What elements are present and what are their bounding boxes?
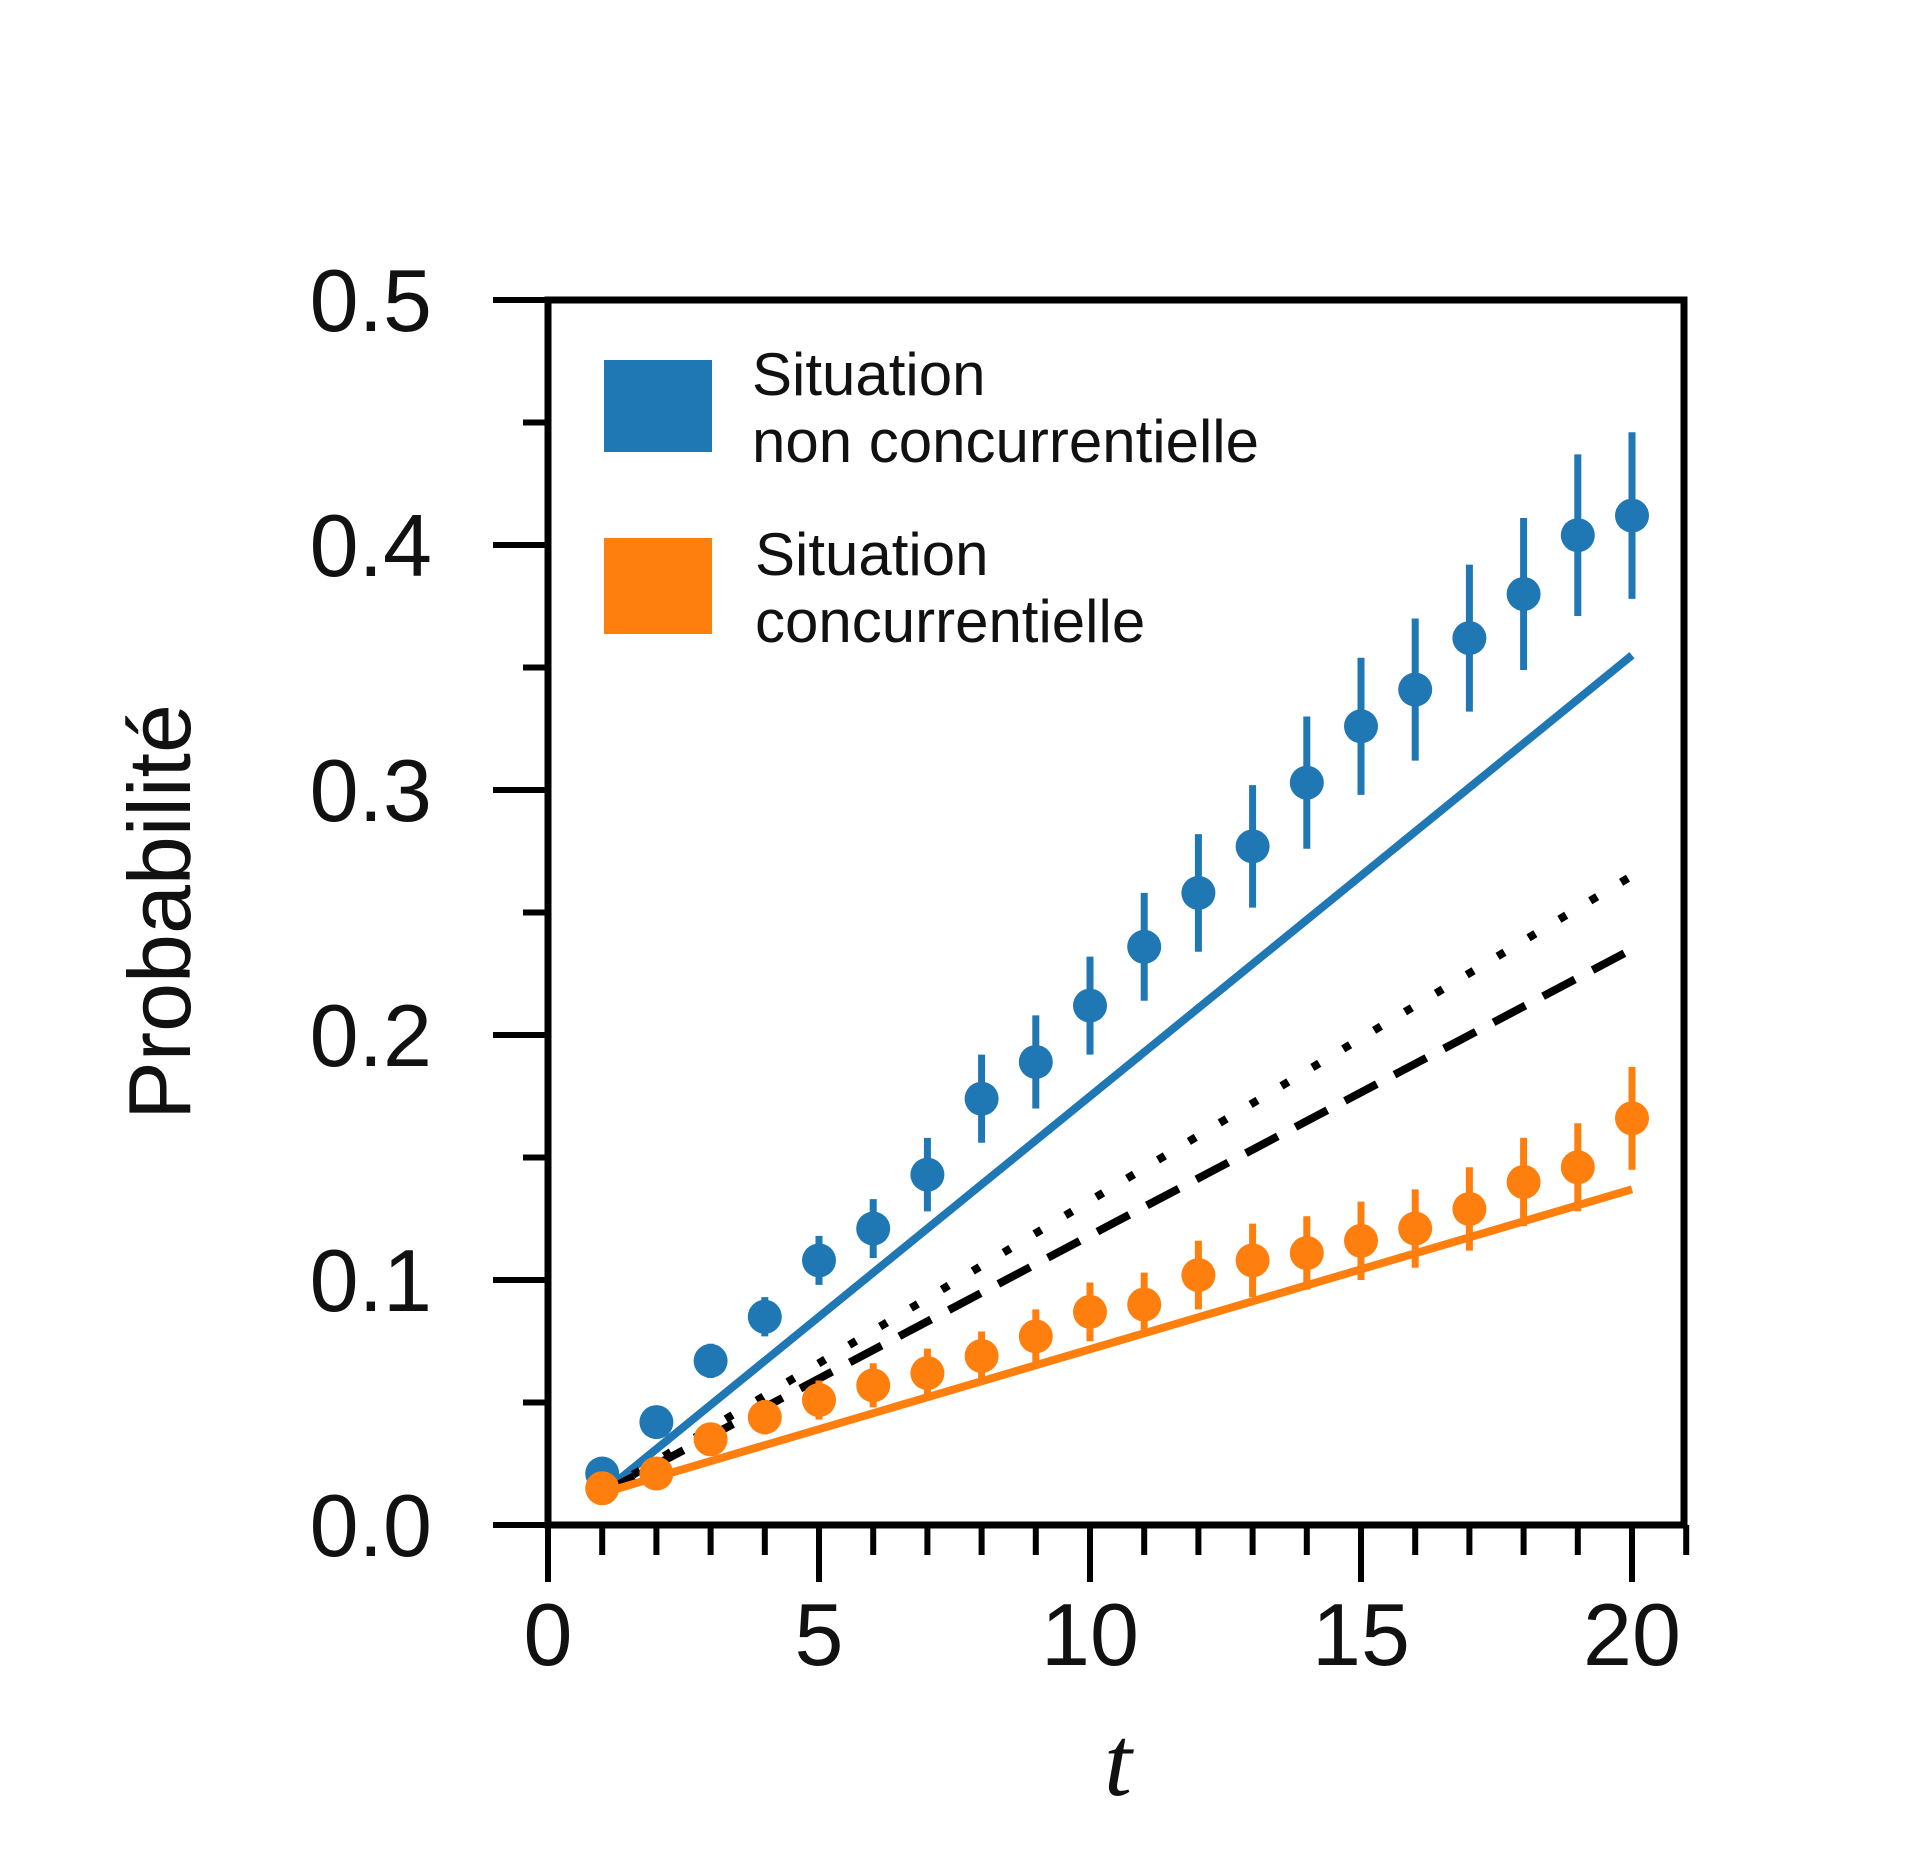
data-point bbox=[693, 1422, 728, 1457]
data-point bbox=[1018, 1319, 1053, 1354]
data-point bbox=[1452, 1191, 1487, 1226]
data-point bbox=[1506, 1165, 1541, 1199]
data-point bbox=[639, 1405, 674, 1440]
data-point bbox=[585, 1471, 620, 1506]
y-axis-label: Probabilité bbox=[110, 704, 209, 1120]
data-point bbox=[964, 1338, 999, 1373]
data-point bbox=[910, 1157, 945, 1192]
data-point bbox=[802, 1383, 836, 1418]
fit-line-solid-0 bbox=[599, 652, 1635, 1497]
fit-line-dotted-1 bbox=[600, 872, 1635, 1497]
y-tick-label: 0.1 bbox=[310, 1231, 432, 1330]
y-tick-label: 0.2 bbox=[310, 986, 432, 1085]
legend-label-orange-line2: concurrentielle bbox=[755, 588, 1145, 655]
data-point bbox=[856, 1211, 891, 1246]
legend-label-blue-line1: Situation bbox=[752, 341, 986, 408]
y-tick-label: 0.4 bbox=[310, 496, 432, 595]
data-point bbox=[1127, 929, 1162, 964]
x-tick-label: 20 bbox=[1583, 1585, 1681, 1684]
x-tick-label: 10 bbox=[1041, 1585, 1139, 1684]
x-tick-label: 0 bbox=[524, 1585, 573, 1684]
axis-ticks: 0.0 0.1 0.2 0.3 0.4 0.5 0 5 10 15 20 bbox=[310, 251, 1690, 1684]
data-point bbox=[1127, 1287, 1162, 1322]
data-point bbox=[964, 1081, 999, 1116]
data-point bbox=[802, 1243, 836, 1278]
fit-line-solid-3 bbox=[601, 1185, 1634, 1497]
legend-label-blue-line2: non concurrentielle bbox=[752, 408, 1259, 475]
data-point bbox=[1073, 988, 1107, 1023]
data-point bbox=[1344, 709, 1378, 744]
data-point bbox=[1073, 1294, 1107, 1329]
fit-line-dashed-2 bbox=[600, 945, 1634, 1497]
x-axis-label: t bbox=[1104, 1706, 1134, 1817]
plot-area bbox=[585, 432, 1649, 1506]
data-point bbox=[639, 1456, 674, 1491]
data-point bbox=[1615, 1101, 1649, 1136]
legend-label-orange-line1: Situation bbox=[755, 521, 989, 588]
data-point bbox=[856, 1368, 891, 1403]
x-tick-label: 15 bbox=[1312, 1585, 1410, 1684]
data-point bbox=[1344, 1223, 1378, 1258]
data-point bbox=[1289, 1236, 1324, 1271]
data-point bbox=[1398, 1211, 1433, 1246]
y-tick-label: 0.3 bbox=[310, 741, 432, 840]
data-point bbox=[1560, 1150, 1595, 1185]
data-point bbox=[1181, 1258, 1216, 1293]
data-point bbox=[1018, 1044, 1053, 1079]
legend: Situation non concurrentielle Situation … bbox=[604, 341, 1259, 655]
data-point bbox=[910, 1356, 945, 1391]
legend-swatch-orange bbox=[604, 538, 712, 634]
data-point bbox=[1235, 1243, 1270, 1278]
data-point bbox=[693, 1343, 728, 1378]
x-tick-label: 5 bbox=[795, 1585, 844, 1684]
data-point bbox=[1506, 577, 1541, 611]
data-point bbox=[747, 1299, 782, 1334]
data-point bbox=[747, 1400, 782, 1435]
legend-swatch-blue bbox=[604, 360, 712, 452]
y-tick-label: 0.0 bbox=[310, 1476, 432, 1575]
data-point bbox=[1452, 621, 1487, 656]
data-point bbox=[1181, 875, 1216, 910]
data-point bbox=[1615, 498, 1649, 533]
data-point bbox=[1289, 765, 1324, 800]
data-point bbox=[1235, 829, 1270, 864]
data-point bbox=[1398, 672, 1433, 707]
y-tick-label: 0.5 bbox=[310, 251, 432, 350]
data-point bbox=[1560, 518, 1595, 553]
